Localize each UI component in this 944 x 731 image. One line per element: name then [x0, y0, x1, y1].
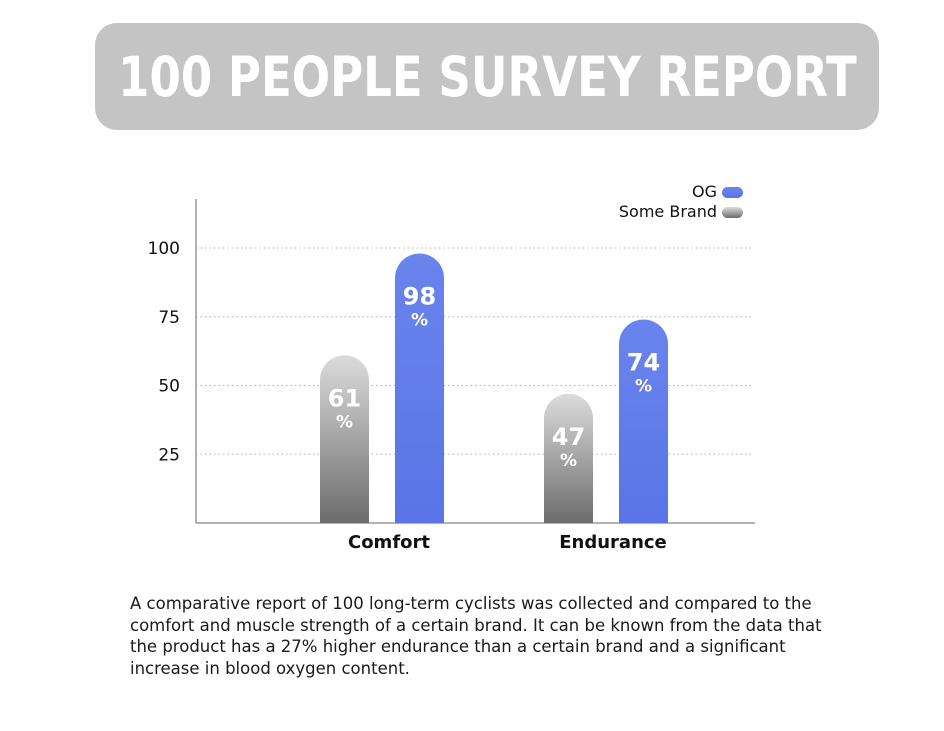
y-tick-label: 50 [158, 377, 180, 397]
legend-label: Some Brand [619, 202, 717, 221]
bar-comfort-some-brand [320, 355, 369, 523]
bar-comfort-og [395, 253, 444, 523]
bar-value-label: 47 [552, 423, 585, 451]
legend-label: OG [692, 182, 717, 201]
grid-lines [196, 247, 752, 455]
bars: 61%98%47%74% [320, 253, 668, 523]
report-description: A comparative report of 100 long-term cy… [130, 594, 822, 678]
bar-value-label: 74 [627, 349, 660, 377]
bar-endurance-og [619, 319, 668, 523]
bar-percent-label: % [336, 412, 353, 432]
bar-percent-label: % [411, 311, 428, 331]
y-tick-label: 25 [158, 445, 180, 465]
bar-endurance-some-brand [544, 393, 593, 523]
category-label-endurance: Endurance [559, 532, 667, 553]
y-tick-label: 75 [158, 308, 180, 328]
legend-swatch-og [722, 187, 743, 198]
bar-value-label: 98 [403, 283, 436, 311]
title-banner: 100 PEOPLE SURVEY REPORT [95, 23, 879, 130]
bar-value-label: 61 [328, 384, 361, 412]
legend-swatch-some-brand [722, 207, 743, 218]
bar-percent-label: % [635, 377, 652, 397]
bar-percent-label: % [560, 451, 577, 471]
category-label-comfort: Comfort [348, 532, 430, 553]
report-title: 100 PEOPLE SURVEY REPORT [117, 44, 857, 109]
y-tick-label: 100 [148, 239, 180, 259]
axes: 25 50 75 100 Comfort Endurance [148, 199, 755, 553]
